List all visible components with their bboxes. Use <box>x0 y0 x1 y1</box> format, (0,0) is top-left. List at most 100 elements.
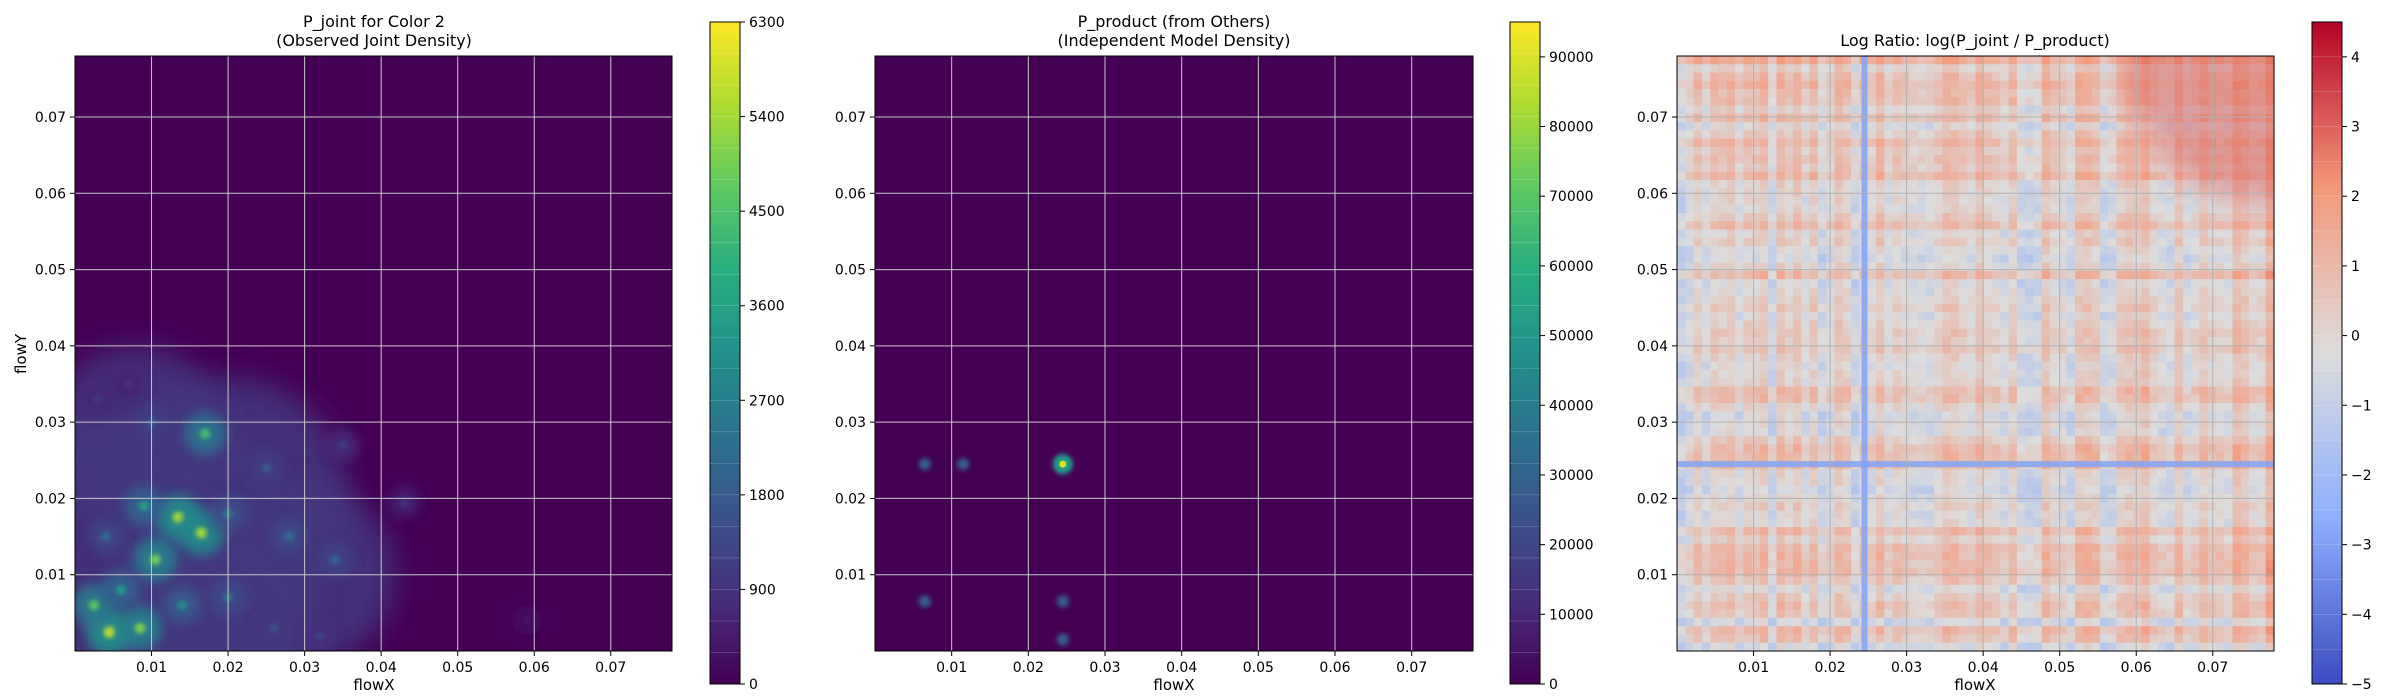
chart3-ratio-cell <box>1693 593 1703 603</box>
chart3-ratio-cell <box>1735 403 1744 412</box>
chart3-ratio-cell <box>1975 378 1985 388</box>
chart3-ratio-cell <box>2215 560 2225 569</box>
chart1-y-axis: 0.010.020.030.040.050.060.07 <box>35 110 75 584</box>
chart3-ratio-cell <box>1925 303 1935 313</box>
chart3-ratio-cell <box>2240 576 2250 586</box>
chart3-ratio-cell <box>1759 518 1769 528</box>
chart3-ratio-cell <box>1784 386 1794 396</box>
chart3-ratio-cell <box>1967 229 1977 239</box>
chart3-ratio-cell <box>1759 72 1769 82</box>
chart3-ratio-cell <box>1751 551 1761 561</box>
chart3-ratio-cell <box>1751 386 1761 396</box>
chart3-ratio-cell <box>1983 179 1993 189</box>
chart3-ratio-cell <box>2099 452 2109 462</box>
chart3-ratio-cell <box>1967 221 1977 231</box>
chart3-ratio-cell <box>2050 560 2060 569</box>
chart3-ratio-cell <box>2000 370 2010 379</box>
chart3-ratio-cell <box>2091 295 2101 305</box>
chart3-ratio-cell <box>1925 237 1935 247</box>
chart3-ratio-cell <box>1701 444 1711 454</box>
chart3-ratio-cell <box>2174 485 2184 495</box>
chart3-ratio-cell <box>1759 353 1769 363</box>
chart3-ratio-cell <box>2041 543 2051 553</box>
chart3-ratio-cell <box>2099 246 2109 255</box>
chart3-ratio-cell <box>2240 320 2250 330</box>
chart3-ratio-cell <box>1867 320 1877 330</box>
chart3-ratio-cell <box>2099 320 2109 330</box>
chart3-ratio-cell <box>2240 560 2250 569</box>
chart3-ratio-cell <box>1718 411 1728 421</box>
chart3-ratio-cell <box>2016 336 2026 346</box>
chart3-ratio-cell <box>2099 188 2109 198</box>
chart3-ratio-cell <box>2099 287 2109 297</box>
chart3-ratio-cell <box>1942 196 1952 206</box>
chart3-ratio-cell <box>2000 229 2010 239</box>
chart3-ratio-cell <box>1710 452 1720 462</box>
chart3-ratio-cell <box>2232 436 2242 446</box>
chart3-ratio-cell <box>2207 378 2217 388</box>
chart3-ratio-cell <box>2249 543 2259 553</box>
chart3-ratio-cell <box>2050 163 2060 173</box>
chart3-ratio-cell <box>1925 130 1935 140</box>
chart3-ratio-cell <box>1842 237 1852 247</box>
chart3-ratio-cell <box>1851 204 1861 214</box>
chart3-ratio-cell <box>1834 246 1844 255</box>
chart3-ratio-cell <box>1784 320 1794 330</box>
chart3-ratio-cell <box>2249 452 2259 462</box>
chart3-ratio-cell <box>2016 279 2026 288</box>
chart3-ratio-cell <box>1735 146 1744 156</box>
chart3-ratio-cell <box>2008 295 2018 305</box>
chart3-ratio-cell <box>1677 155 1686 165</box>
chart3-ratio-cell <box>1950 237 1960 247</box>
chart3-ratio-cell <box>1817 254 1827 264</box>
chart3-ratio-cell <box>1759 303 1769 313</box>
chart3-ratio-cell <box>2025 146 2035 156</box>
chart3-ratio-cell <box>2016 403 2026 412</box>
chart3-ratio-cell <box>2091 419 2101 429</box>
chart3-ratio-cell <box>1900 146 1910 156</box>
chart3-ratio-cell <box>1909 394 1919 404</box>
chart3-ratio-cell <box>1892 502 1902 512</box>
chart3-ratio-cell <box>2265 237 2274 247</box>
chart3-ratio-cell <box>1751 64 1761 74</box>
chart3-ratio-cell <box>2207 403 2217 412</box>
chart3-ratio-cell <box>1784 138 1794 148</box>
chart3-ratio-cell <box>1776 89 1786 98</box>
chart3-ratio-cell <box>1950 287 1960 297</box>
chart3-ratio-cell <box>2249 510 2259 520</box>
chart3-ratio-cell <box>2083 469 2093 479</box>
chart3-ratio-cell <box>1950 535 1960 545</box>
chart3-ratio-cell <box>1892 262 1902 272</box>
chart3-ratio-cell <box>1942 336 1952 346</box>
chart3-ratio-cell <box>1809 543 1819 553</box>
chart3-ratio-cell <box>1710 510 1720 520</box>
chart3-ratio-cell <box>1983 130 1993 140</box>
chart3-ratio-cell <box>1809 130 1819 140</box>
chart3-ratio-cell <box>2182 444 2192 454</box>
chart3-ratio-cell <box>1784 254 1794 264</box>
chart3-ratio-cell <box>2116 270 2126 280</box>
chart3-ratio-cell <box>1876 336 1885 346</box>
chart3-ratio-cell <box>1677 535 1686 545</box>
chart3-ratio-cell <box>1685 179 1695 189</box>
chart3-ratio-cell <box>1743 163 1753 173</box>
chart3-ratio-cell <box>1892 353 1902 363</box>
chart3-ratio-cell <box>1942 254 1952 264</box>
chart3-ratio-cell <box>1842 419 1852 429</box>
chart3-ratio-cell <box>1693 254 1703 264</box>
chart3-ratio-cell <box>2166 163 2176 173</box>
chart3-ratio-cell <box>1751 295 1761 305</box>
chart3-ratio-cell <box>2058 246 2068 255</box>
chart3-ratio-cell <box>1851 279 1861 288</box>
chart3-ratio-cell <box>2050 213 2060 222</box>
chart3-ratio-cell <box>2215 279 2225 288</box>
chart3-ratio-cell <box>1942 593 1952 603</box>
chart3-ratio-cell <box>1759 105 1769 115</box>
chart3-ratio-cell <box>2058 469 2068 479</box>
chart3-ratio-cell <box>2141 353 2151 363</box>
chart3-ratio-cell <box>1917 328 1927 338</box>
chart3-ratio-cell <box>1793 146 1802 156</box>
chart3-ratio-cell <box>1950 584 1960 594</box>
chart3-ratio-cell <box>1983 80 1993 90</box>
chart3-ratio-cell <box>1967 510 1977 520</box>
